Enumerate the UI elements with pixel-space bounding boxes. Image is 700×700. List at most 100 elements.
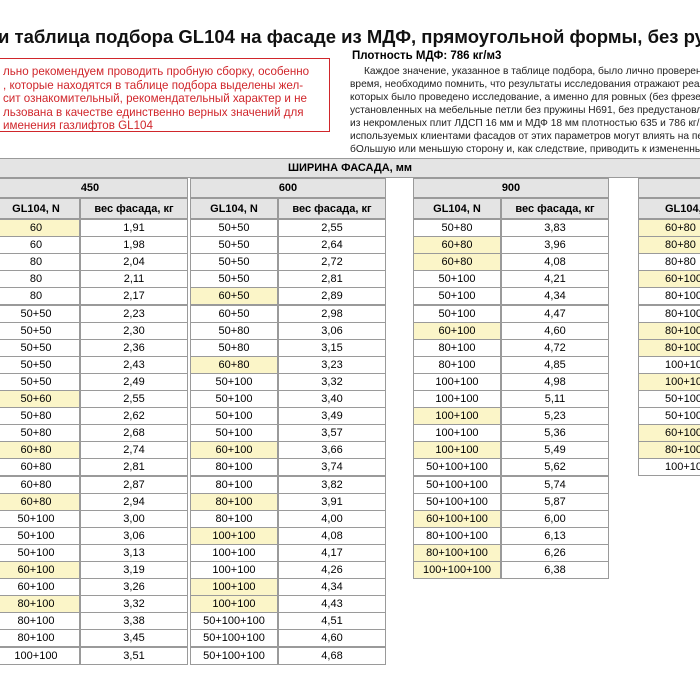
gl-cell: 100+100+100	[413, 561, 501, 580]
weight-cell: 4,17	[278, 543, 386, 562]
weight-cell: 4,34	[501, 287, 609, 306]
gl-cell: 100+100	[190, 595, 278, 614]
gl-cell: 60+80	[190, 355, 278, 374]
gl-cell: 50+100	[190, 424, 278, 443]
weight-cell: 2,11	[80, 270, 188, 289]
weight-cell: 1,98	[80, 236, 188, 255]
col-header: GL104, N	[0, 198, 80, 219]
weight-cell: 4,51	[278, 612, 386, 631]
gl-cell: 50+100+100	[190, 612, 278, 631]
gl-cell: 100+100	[638, 372, 700, 391]
weight-cell: 4,34	[278, 578, 386, 597]
gl-cell: 60+100+100	[638, 424, 700, 443]
weight-cell: 3,13	[80, 543, 188, 562]
weight-cell: 3,45	[80, 629, 188, 648]
gl-cell: 50+50	[0, 372, 80, 391]
weight-cell: 3,19	[80, 561, 188, 580]
weight-cell: 4,08	[501, 253, 609, 272]
weight-cell: 3,83	[501, 219, 609, 238]
gl-cell: 100+100+100	[638, 458, 700, 477]
weight-cell: 4,43	[278, 595, 386, 614]
weight-cell: 4,72	[501, 338, 609, 357]
gl-cell: 60+80	[413, 253, 501, 272]
gl-cell: 100+100	[413, 390, 501, 409]
col-header: вес фасада, кг	[278, 198, 386, 219]
gl-cell: 100+100	[190, 526, 278, 545]
weight-cell: 3,49	[278, 407, 386, 426]
weight-cell: 2,64	[278, 236, 386, 255]
notice-line: льзована в качестве единственно верных з…	[3, 105, 304, 119]
gl-cell: 80+100	[638, 287, 700, 306]
gl-cell: 60+100	[0, 561, 80, 580]
weight-cell: 3,26	[80, 578, 188, 597]
weight-cell: 3,38	[80, 612, 188, 631]
gl-cell: 60+80	[638, 219, 700, 238]
gl-cell: 60+80	[0, 475, 80, 494]
weight-cell: 2,87	[80, 475, 188, 494]
weight-cell: 3,66	[278, 441, 386, 460]
gl-cell: 60+100	[190, 441, 278, 460]
notice-line: именения газлифтов GL104	[3, 119, 153, 132]
gl-cell: 100+100	[413, 424, 501, 443]
info-line: из некромленых плит ЛДСП 16 мм и МДФ 18 …	[350, 118, 700, 129]
gl-cell: 80+100+100	[413, 543, 501, 562]
gl-cell: 80+100	[638, 338, 700, 357]
group-header: 450	[0, 178, 188, 198]
gl-cell: 80+100+100	[413, 526, 501, 545]
gl-cell: 50+100	[0, 526, 80, 545]
weight-cell: 1,91	[80, 219, 188, 238]
title: и таблица подбора GL104 на фасаде из МДФ…	[0, 26, 700, 47]
weight-cell: 5,87	[501, 492, 609, 511]
weight-cell: 3,15	[278, 338, 386, 357]
gl-cell: 50+80	[190, 338, 278, 357]
gl-cell: 80	[0, 287, 80, 306]
gl-cell: 60+100	[638, 270, 700, 289]
gl-cell: 50+80	[0, 407, 80, 426]
weight-cell: 4,60	[278, 629, 386, 648]
weight-cell: 3,74	[278, 458, 386, 477]
gl-cell: 60+80	[0, 458, 80, 477]
gl-cell: 60+50	[190, 304, 278, 323]
notice-line: сит ознакомительный, рекомендательный ха…	[3, 92, 307, 105]
gl-cell: 50+100	[413, 287, 501, 306]
weight-cell: 3,00	[80, 509, 188, 528]
col-header: GL104, N	[638, 198, 700, 219]
gl-cell: 80+100	[190, 509, 278, 528]
weight-cell: 4,60	[501, 321, 609, 340]
gl-cell: 50+50	[190, 219, 278, 238]
gl-cell: 80+100	[638, 304, 700, 323]
info-line: которых было проведено исследование, а и…	[350, 92, 700, 103]
gl-cell: 50+100	[413, 304, 501, 323]
weight-cell: 3,23	[278, 355, 386, 374]
table-title: ШИРИНА ФАСАДА, мм	[0, 158, 700, 178]
gl-cell: 80	[0, 253, 80, 272]
gl-cell: 100+100	[0, 646, 80, 665]
group-header: 900	[413, 178, 609, 198]
weight-cell: 2,81	[80, 458, 188, 477]
gl-cell: 60+100	[413, 321, 501, 340]
gl-cell: 80+100	[413, 355, 501, 374]
weight-cell: 2,30	[80, 321, 188, 340]
weight-cell: 4,47	[501, 304, 609, 323]
weight-cell: 2,98	[278, 304, 386, 323]
notice-line: льно рекомендуем проводить пробную сборк…	[3, 65, 310, 78]
weight-cell: 2,23	[80, 304, 188, 323]
notice-box: льно рекомендуем проводить пробную сборк…	[0, 58, 330, 132]
gl-cell: 100+100	[413, 441, 501, 460]
gl-cell: 100+100	[638, 355, 700, 374]
notice-line: , которые находятся в таблице подбора вы…	[3, 78, 304, 92]
gl-cell: 80+100	[413, 338, 501, 357]
weight-cell: 3,51	[80, 646, 188, 665]
gl-cell: 50+100+100	[413, 475, 501, 494]
gl-cell: 50+100	[0, 543, 80, 562]
weight-cell: 2,81	[278, 270, 386, 289]
col-header: GL104, N	[190, 198, 278, 219]
gl-cell: 50+50	[190, 236, 278, 255]
weight-cell: 2,17	[80, 287, 188, 306]
weight-cell: 4,08	[278, 526, 386, 545]
weight-cell: 3,32	[80, 595, 188, 614]
group-header: 600	[190, 178, 386, 198]
info-line: используемых клиентами фасадов от этих п…	[350, 131, 700, 142]
weight-cell: 2,72	[278, 253, 386, 272]
